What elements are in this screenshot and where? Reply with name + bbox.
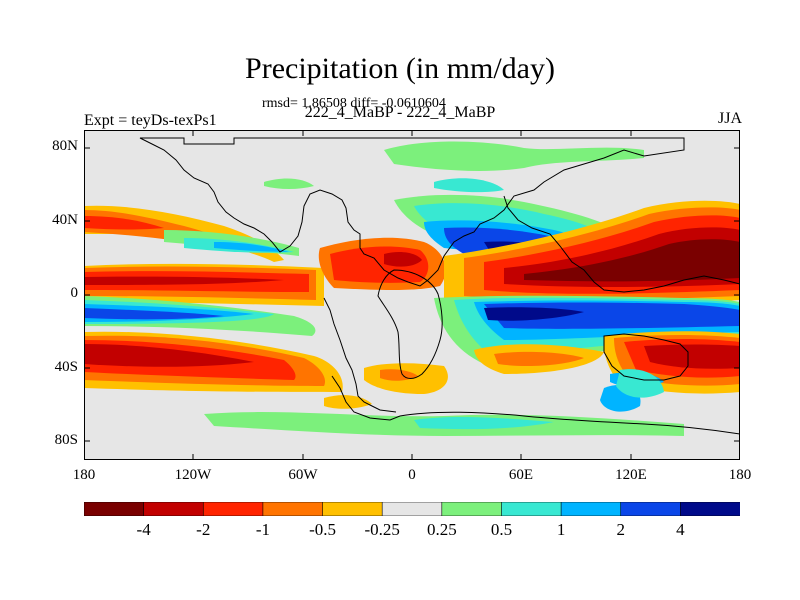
legend-label: -1 bbox=[255, 520, 270, 539]
anomaly-patch bbox=[84, 216, 164, 230]
season-label: JJA bbox=[717, 110, 742, 127]
lon-tick-label: 0 bbox=[408, 467, 416, 483]
lat-tick-label: 80N bbox=[52, 138, 78, 154]
anomaly-patch bbox=[264, 178, 314, 189]
anomaly-patch bbox=[214, 242, 289, 252]
legend-swatch bbox=[441, 502, 503, 516]
lon-tick-label: 120E bbox=[615, 467, 647, 483]
legend-swatch bbox=[501, 502, 562, 516]
lat-tick-label: 40S bbox=[54, 359, 78, 375]
anomaly-patch bbox=[384, 141, 644, 171]
anomaly-patch bbox=[84, 308, 224, 320]
chart-title: Precipitation (in mm/day) bbox=[245, 52, 555, 85]
legend-swatch bbox=[143, 502, 205, 516]
legend-label: 4 bbox=[676, 520, 685, 539]
lon-tick-label: 60E bbox=[508, 467, 534, 483]
legend-label: 1 bbox=[556, 520, 566, 539]
anomaly-patch bbox=[484, 307, 584, 321]
legend-swatch bbox=[680, 502, 740, 516]
anomaly-patch bbox=[524, 239, 740, 282]
legend-label: -2 bbox=[196, 520, 211, 539]
legend-swatch bbox=[381, 502, 443, 516]
lon-tick-label: 120W bbox=[174, 467, 212, 483]
legend-label: -4 bbox=[136, 520, 151, 539]
legend-swatch bbox=[322, 502, 383, 516]
axis-ticks bbox=[84, 130, 740, 460]
stats-line: rmsd= 1.86508 diff= -0.0610604 bbox=[262, 96, 446, 111]
anomaly-patch bbox=[414, 416, 554, 430]
legend-colorbar bbox=[84, 502, 740, 516]
legend-swatch bbox=[202, 502, 264, 516]
anomaly-patch bbox=[644, 344, 740, 369]
anomaly-patch bbox=[84, 344, 254, 367]
lat-tick-label: 80S bbox=[54, 432, 78, 448]
legend-label: 0.5 bbox=[490, 520, 513, 539]
anomaly-patch bbox=[616, 369, 664, 398]
lon-tick-label: 180 bbox=[72, 467, 96, 483]
lon-tick-label: 60W bbox=[288, 467, 318, 483]
experiment-label: Expt = teyDs-texPs1 bbox=[84, 112, 217, 129]
lat-tick-label: 0 bbox=[70, 285, 79, 301]
legend-swatch bbox=[560, 502, 622, 516]
lon-tick-label: 180 bbox=[728, 467, 752, 483]
legend-label: 2 bbox=[616, 520, 625, 539]
legend-swatch bbox=[620, 502, 682, 516]
legend-label: 0.25 bbox=[426, 520, 457, 539]
legend-label: -0.25 bbox=[364, 520, 400, 539]
legend-swatch bbox=[84, 502, 145, 516]
legend-swatch bbox=[262, 502, 324, 516]
subtitle: 222_4_MaBP - 222_4_MaBP bbox=[304, 104, 496, 121]
anomaly-patch bbox=[384, 252, 422, 267]
anomaly-patch bbox=[494, 351, 584, 366]
precipitation-map bbox=[84, 130, 740, 460]
anomaly-patch bbox=[434, 178, 504, 193]
coastlines bbox=[139, 137, 740, 435]
lat-tick-label: 40N bbox=[52, 212, 78, 228]
legend-label: -0.5 bbox=[309, 520, 336, 539]
anomaly-patch bbox=[84, 276, 284, 285]
